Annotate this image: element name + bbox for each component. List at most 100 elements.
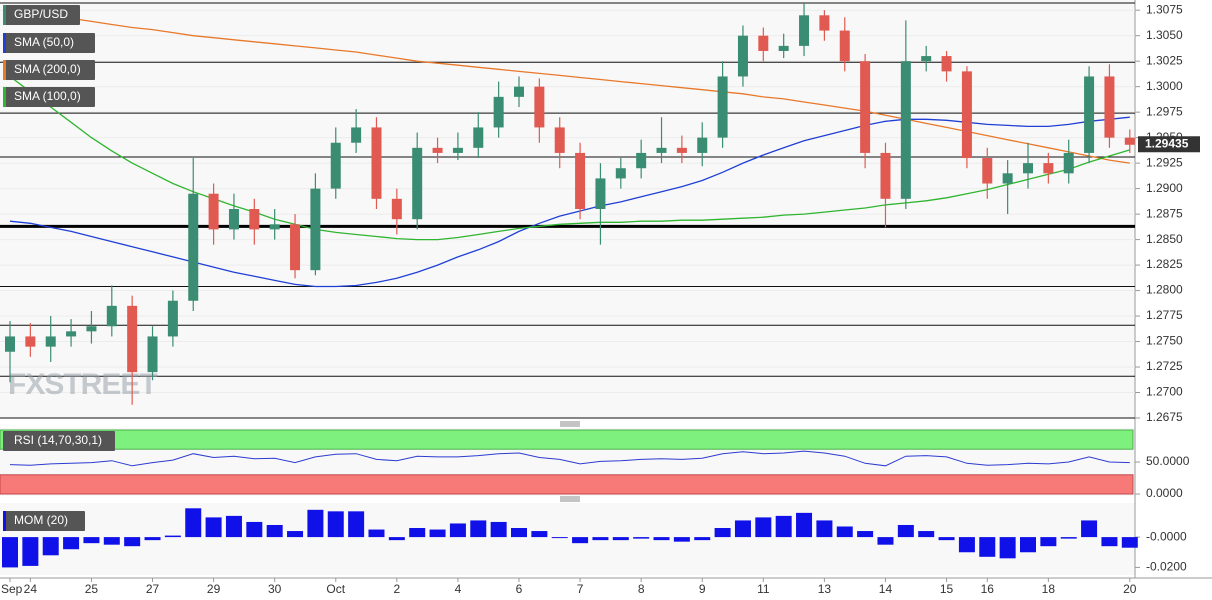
mom-bar (1101, 537, 1118, 547)
legend-label: SMA (50,0) (14, 35, 74, 49)
legend-box (3, 87, 95, 107)
y-tick-label: 1.2700 (1146, 385, 1183, 399)
candle-body (1084, 76, 1095, 153)
candle-body (697, 137, 708, 153)
mom-bar (592, 537, 609, 541)
legend-label: MOM (20) (14, 513, 68, 527)
candle-body (412, 147, 423, 220)
candle-body (575, 152, 586, 209)
y-tick-label: 1.2825 (1146, 257, 1183, 271)
legend-label: SMA (200,0) (14, 62, 81, 76)
x-tick-label: 27 (146, 582, 160, 596)
candle-body (676, 147, 687, 153)
candle-body (127, 305, 138, 373)
y-tick-label: 1.2775 (1146, 308, 1183, 322)
y-tick-label: 0.0000 (1146, 486, 1183, 500)
mom-bar (958, 537, 975, 553)
mom-bar (409, 528, 426, 538)
watermark: FXSTREET (8, 368, 157, 401)
legend-label: GBP/USD (14, 7, 68, 21)
legend-box (3, 5, 80, 25)
mom-bar (83, 537, 100, 544)
y-tick-label: 1.3025 (1146, 53, 1183, 67)
mom-bar (164, 535, 181, 538)
mom-bar (572, 537, 589, 544)
mom-bar (103, 537, 120, 545)
candle-body (249, 209, 260, 230)
y-tick-label: -0.0000 (1146, 529, 1187, 543)
legend-swatch (3, 5, 6, 25)
candle-body (351, 127, 362, 143)
candle-body (819, 15, 830, 31)
mom-bar (1020, 537, 1036, 553)
y-tick-label: 1.2675 (1146, 410, 1183, 424)
candle-body (554, 127, 565, 153)
candle-body (371, 127, 382, 199)
candle-body (615, 168, 626, 179)
mom-bar (816, 520, 833, 538)
mom-bar (144, 537, 161, 541)
rsi-line (9, 450, 1130, 467)
candle-body (493, 96, 504, 128)
y-tick-label: 1.2800 (1146, 283, 1183, 297)
mom-bar (694, 537, 711, 541)
candle-body (982, 158, 993, 184)
candle-body (147, 336, 158, 373)
candle-body (534, 86, 545, 128)
mom-bar (449, 523, 466, 538)
y-tick-label: 1.3075 (1146, 2, 1183, 16)
candle-body (758, 35, 769, 51)
oversold-zone (0, 474, 1134, 495)
candle-body (473, 127, 484, 148)
candle-body (921, 56, 932, 62)
x-tick-label: 24 (24, 582, 38, 596)
candle-body (1002, 173, 1013, 184)
candle-body (45, 336, 56, 347)
legend-box (3, 60, 95, 80)
mom-bar (918, 531, 935, 538)
legend-swatch (3, 33, 6, 53)
mom-bar (857, 531, 874, 538)
candle-body (514, 86, 524, 97)
mom-bar (22, 537, 39, 566)
candle-body (452, 147, 463, 153)
mom-bar (877, 537, 894, 545)
last-price-tag (1138, 136, 1200, 153)
y-tick-label: 1.3000 (1146, 79, 1183, 93)
candle-body (1023, 163, 1033, 174)
legend-box (3, 511, 85, 531)
mom-bar (653, 537, 670, 541)
mom-bar (673, 537, 690, 542)
legend-box (3, 33, 95, 53)
x-tick-label: 18 (1042, 582, 1056, 596)
mom-bar (368, 529, 385, 538)
candle-body (656, 147, 667, 153)
overbought-zone (0, 429, 1134, 450)
sma-line (9, 75, 1130, 241)
candle-body (208, 193, 219, 230)
mom-bar (796, 512, 813, 538)
mom-bar (205, 517, 222, 538)
x-tick-label: 25 (85, 582, 99, 596)
legend-label: RSI (14,70,30,1) (14, 433, 102, 447)
mom-bar (999, 537, 1016, 559)
sma-line (9, 9, 1130, 164)
x-tick-label: 4 (455, 582, 462, 596)
mom-bar (755, 517, 772, 538)
mom-bar (1060, 537, 1077, 539)
mom-bar (2, 537, 18, 568)
candle-body (941, 56, 952, 72)
mom-bar (348, 511, 365, 538)
mom-bar (42, 537, 59, 556)
candle-body (5, 336, 15, 352)
x-tick-label: Oct (326, 582, 345, 596)
candle-body (1124, 137, 1135, 145)
price-panel (0, 0, 1135, 418)
x-tick-label: 7 (577, 582, 584, 596)
y-tick-label: 1.2900 (1146, 181, 1183, 195)
y-tick-label: 1.2725 (1146, 359, 1183, 373)
mom-bar (531, 531, 548, 538)
candle-body (900, 61, 911, 199)
y-tick-label: 1.2925 (1146, 155, 1183, 169)
